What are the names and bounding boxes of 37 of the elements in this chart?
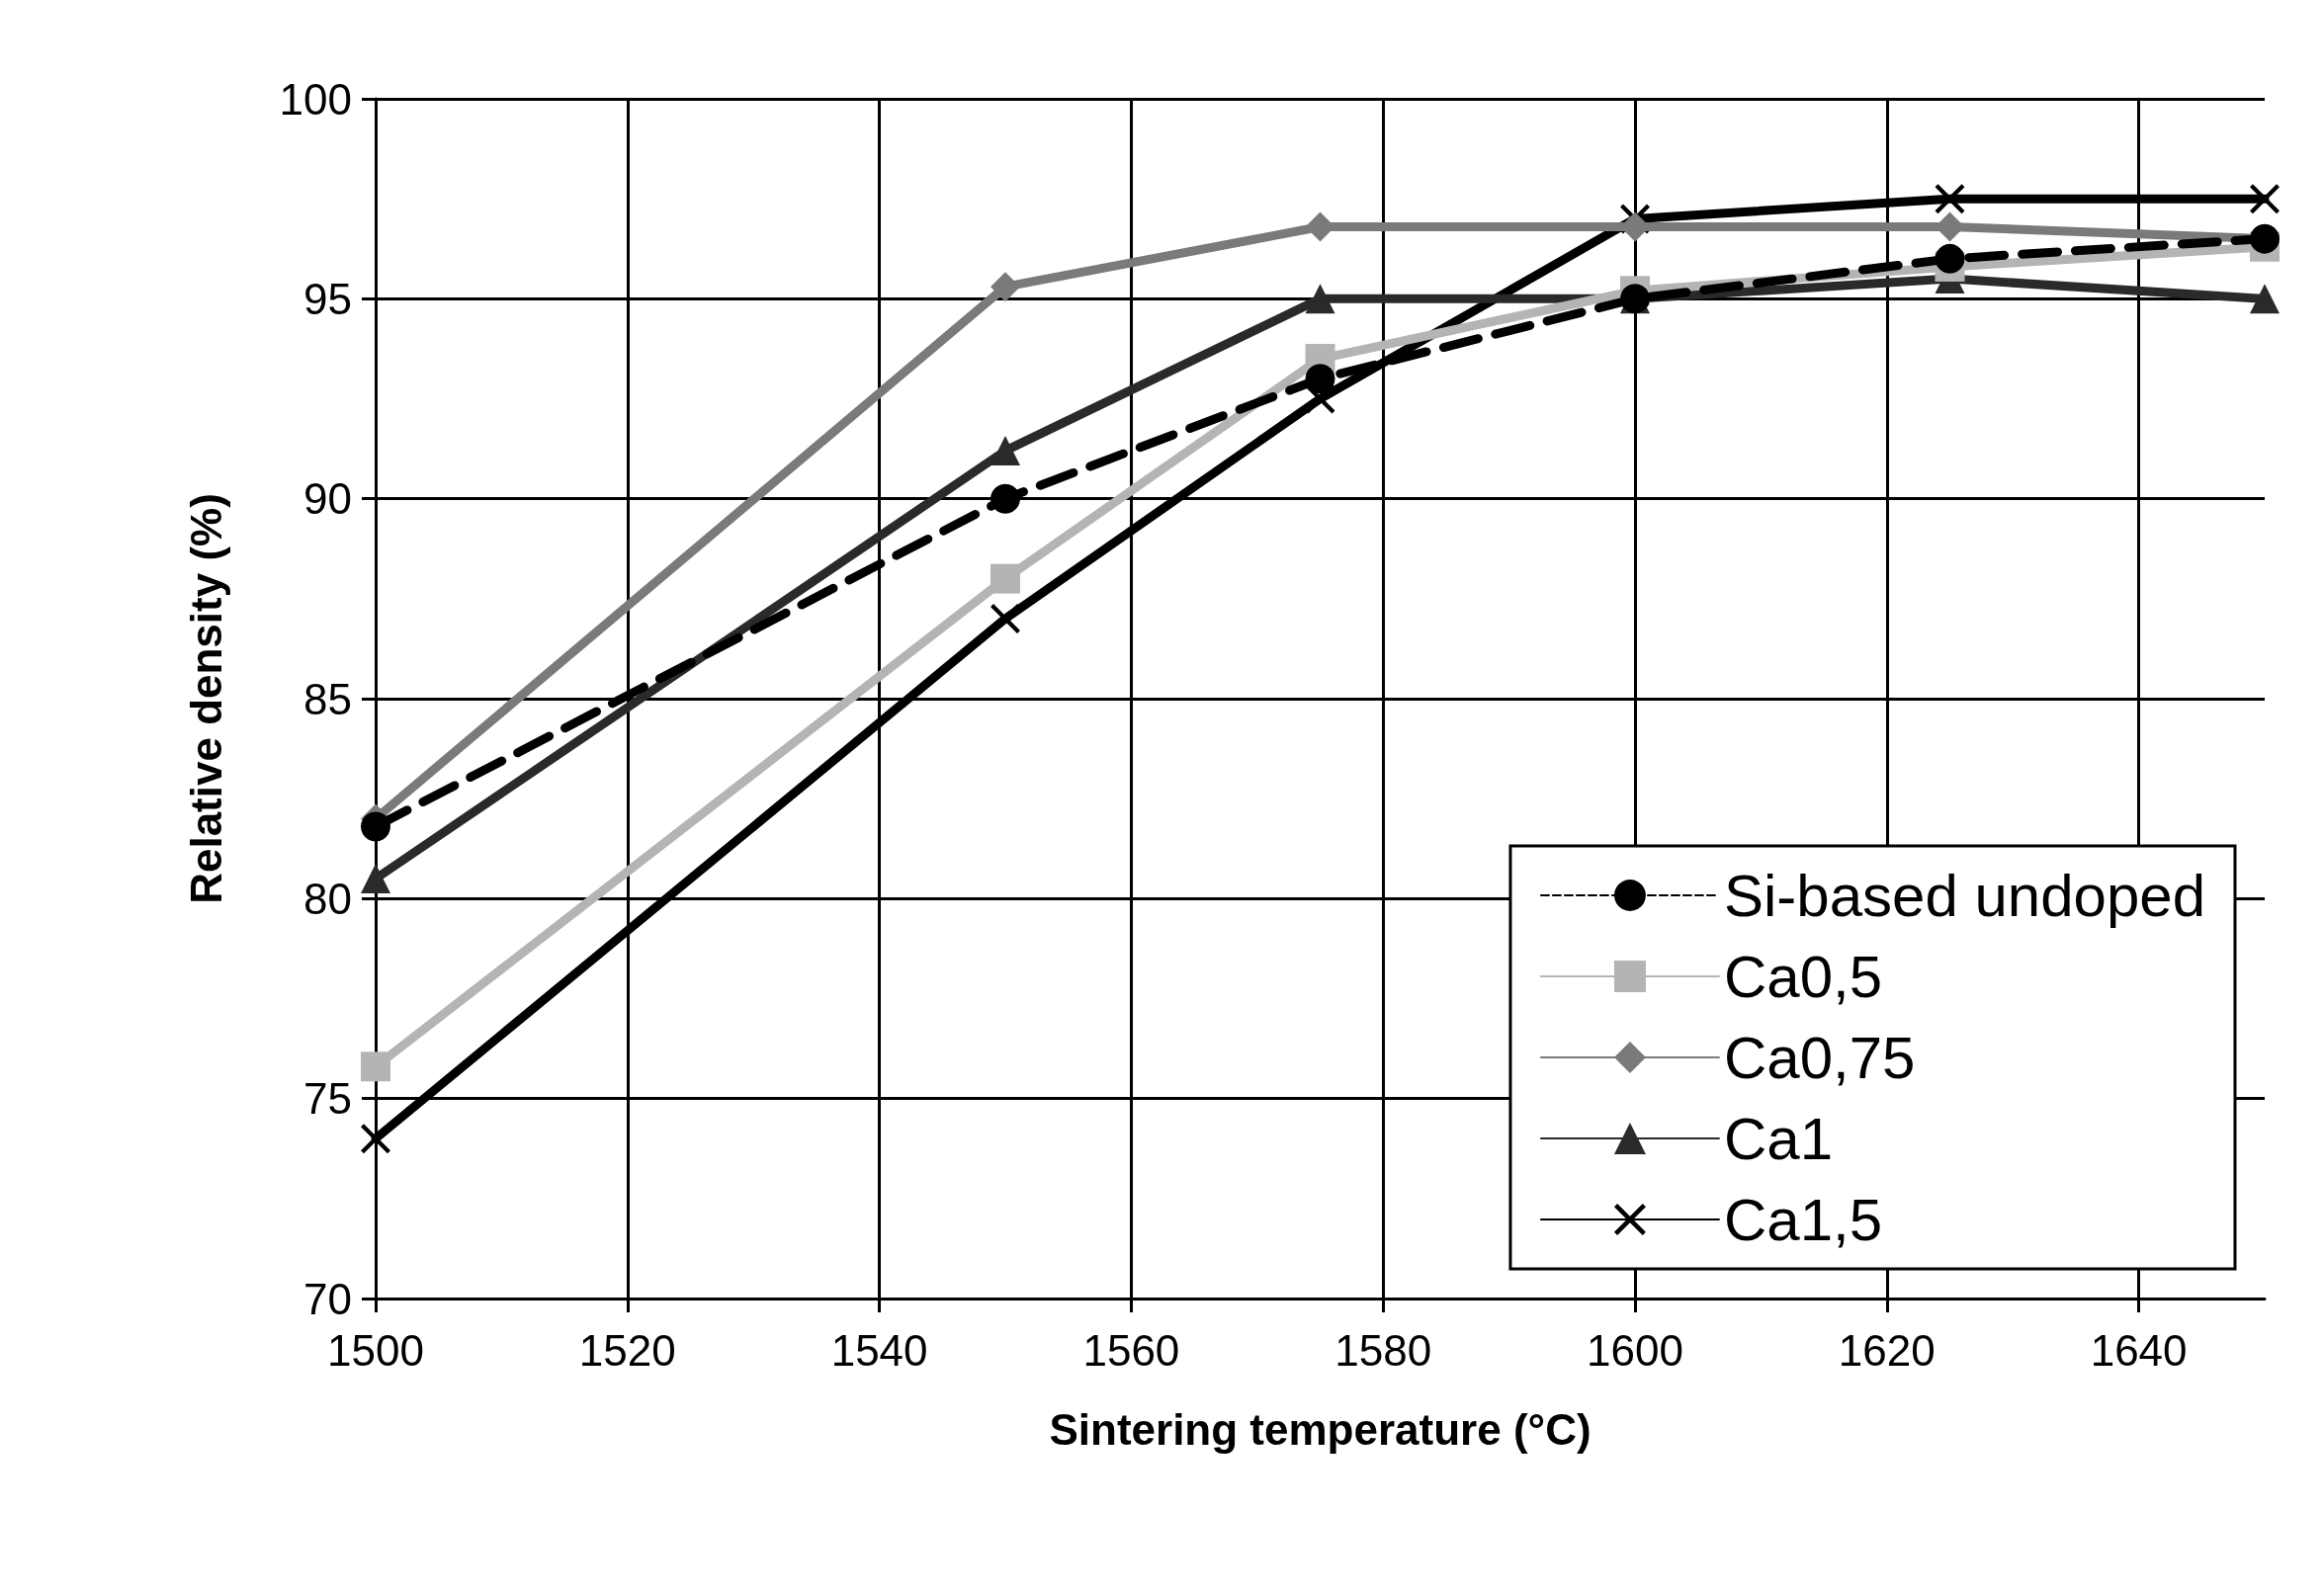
legend-label: Ca0,75 bbox=[1723, 1024, 1916, 1091]
y-tick-label: 95 bbox=[303, 274, 352, 323]
point bbox=[361, 1124, 390, 1154]
x-tick-label: 1620 bbox=[1838, 1325, 1936, 1375]
point bbox=[361, 1051, 390, 1082]
point bbox=[2250, 184, 2280, 214]
point bbox=[990, 604, 1020, 634]
point bbox=[990, 483, 1020, 514]
point bbox=[990, 436, 1020, 466]
point bbox=[1305, 364, 1335, 394]
y-tick-label: 85 bbox=[303, 674, 352, 723]
y-tick-label: 100 bbox=[279, 74, 352, 124]
x-tick-label: 1500 bbox=[327, 1325, 424, 1375]
y-tick-label: 70 bbox=[303, 1274, 352, 1323]
point bbox=[990, 272, 1020, 302]
x-tick-label: 1540 bbox=[830, 1325, 928, 1375]
point bbox=[2250, 284, 2280, 314]
legend-label: Ca1 bbox=[1723, 1105, 1834, 1172]
y-tick-label: 80 bbox=[303, 874, 352, 923]
legend-label: Ca0,5 bbox=[1723, 943, 1883, 1010]
point bbox=[1305, 284, 1335, 314]
point bbox=[1935, 243, 1965, 274]
x-tick-label: 1520 bbox=[578, 1325, 676, 1375]
y-axis-title: Relative density (%) bbox=[181, 493, 230, 904]
x-axis-title: Sintering temperature (°C) bbox=[1049, 1404, 1592, 1454]
point bbox=[361, 864, 390, 894]
legend-label: Ca1,5 bbox=[1723, 1186, 1883, 1253]
y-tick-label: 75 bbox=[303, 1074, 352, 1124]
legend-label: Si-based undoped bbox=[1723, 862, 2205, 929]
point bbox=[361, 811, 390, 842]
y-tick-label: 90 bbox=[303, 474, 352, 524]
x-tick-label: 1560 bbox=[1082, 1325, 1180, 1375]
x-tick-label: 1600 bbox=[1587, 1325, 1683, 1375]
point bbox=[990, 563, 1020, 594]
x-tick-label: 1580 bbox=[1334, 1325, 1432, 1375]
x-tick-label: 1640 bbox=[2090, 1325, 2188, 1375]
point bbox=[1935, 184, 1965, 214]
